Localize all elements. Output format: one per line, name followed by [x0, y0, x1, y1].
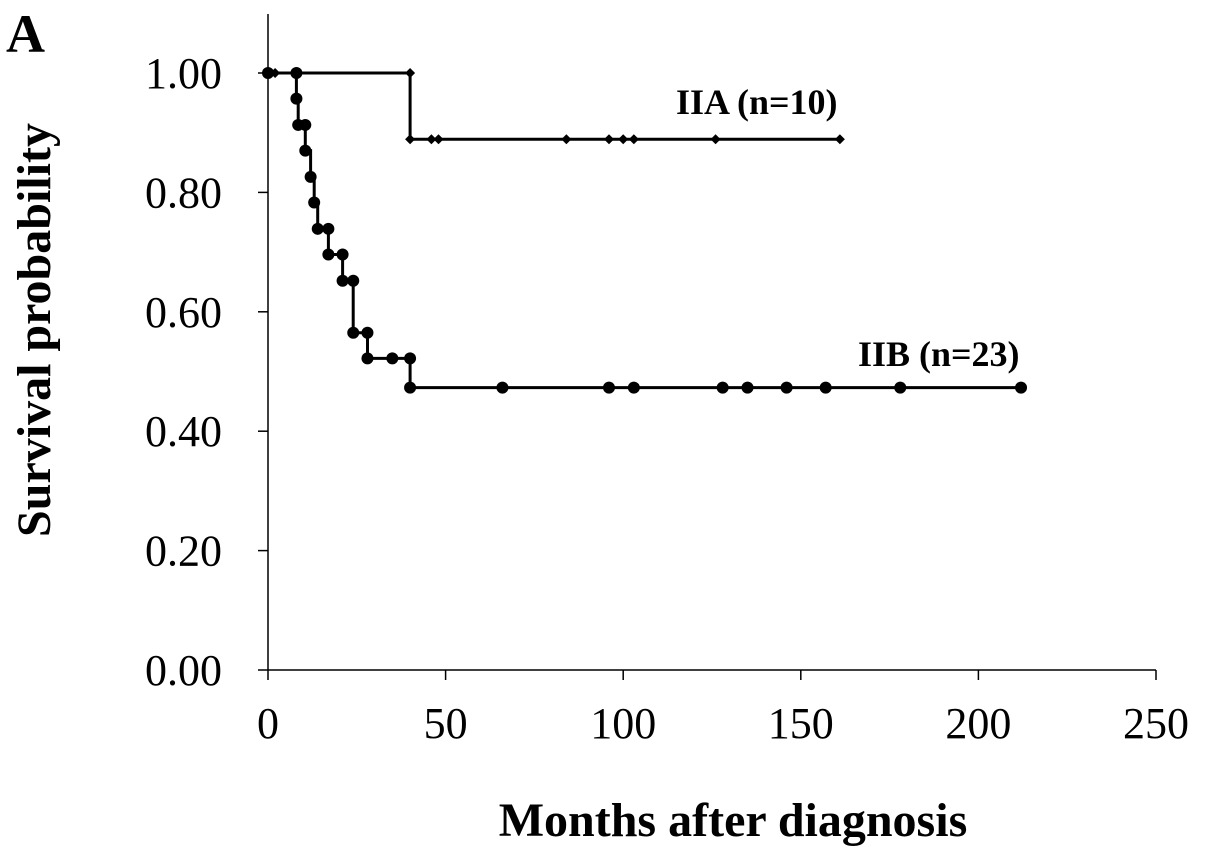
data-point: [404, 352, 417, 365]
data-point: [627, 381, 640, 394]
series-label-iia: IIA (n=10): [676, 82, 838, 122]
data-point: [716, 381, 729, 394]
data-point: [819, 381, 832, 394]
data-point: [299, 118, 312, 131]
data-point: [299, 144, 312, 157]
panel-label: A: [6, 4, 45, 64]
y-tick-label: 0.00: [145, 646, 222, 695]
data-point: [347, 326, 360, 339]
data-point: [894, 381, 907, 394]
data-point: [426, 134, 437, 145]
axes: [267, 14, 1156, 671]
data-point: [433, 134, 444, 145]
data-point: [628, 134, 639, 145]
series-label-iib: IIB (n=23): [858, 334, 1020, 374]
data-point: [404, 381, 417, 394]
x-tick-label: 250: [1123, 699, 1189, 748]
data-point: [496, 381, 509, 394]
data-point: [262, 67, 274, 79]
x-tick-label: 150: [768, 699, 834, 748]
y-tick-label: 0.40: [145, 407, 222, 456]
data-point: [290, 67, 303, 79]
data-point: [405, 134, 416, 145]
data-point: [618, 134, 629, 145]
data-point: [322, 222, 335, 235]
data-point: [834, 134, 845, 145]
data-point: [347, 274, 360, 287]
y-axis-title: Survival probability: [8, 123, 61, 537]
data-point: [386, 352, 399, 365]
data-point: [780, 381, 793, 394]
data-point: [741, 381, 754, 394]
data-point: [311, 222, 324, 235]
x-tick-label: 100: [590, 699, 656, 748]
data-point: [361, 352, 374, 365]
y-tick-label: 0.60: [145, 288, 222, 337]
data-point: [304, 170, 317, 183]
series-0: [263, 68, 845, 145]
data-point: [405, 68, 416, 78]
series-layer: [262, 67, 1028, 394]
data-point: [602, 381, 615, 394]
series-1: [262, 67, 1028, 394]
x-tick-label: 200: [945, 699, 1011, 748]
data-point: [308, 196, 321, 209]
data-point: [1015, 381, 1028, 394]
x-tick-label: 50: [424, 699, 468, 748]
x-axis-title: Months after diagnosis: [499, 794, 968, 847]
x-tick-label: 0: [257, 699, 279, 748]
y-tick-label: 1.00: [145, 49, 222, 98]
data-point: [361, 326, 374, 339]
y-tick-label: 0.20: [145, 527, 222, 576]
data-point: [603, 134, 614, 145]
data-point: [710, 134, 721, 145]
data-point: [336, 274, 349, 287]
y-tick-label: 0.80: [145, 168, 222, 217]
data-point: [322, 248, 335, 261]
y-ticks: 0.00 0.20 0.40 0.60 0.80 1.00: [145, 49, 268, 695]
data-point: [561, 134, 572, 145]
data-point: [290, 92, 303, 105]
x-ticks: 0 50 100 150 200 250: [257, 670, 1189, 748]
data-point: [336, 248, 349, 261]
